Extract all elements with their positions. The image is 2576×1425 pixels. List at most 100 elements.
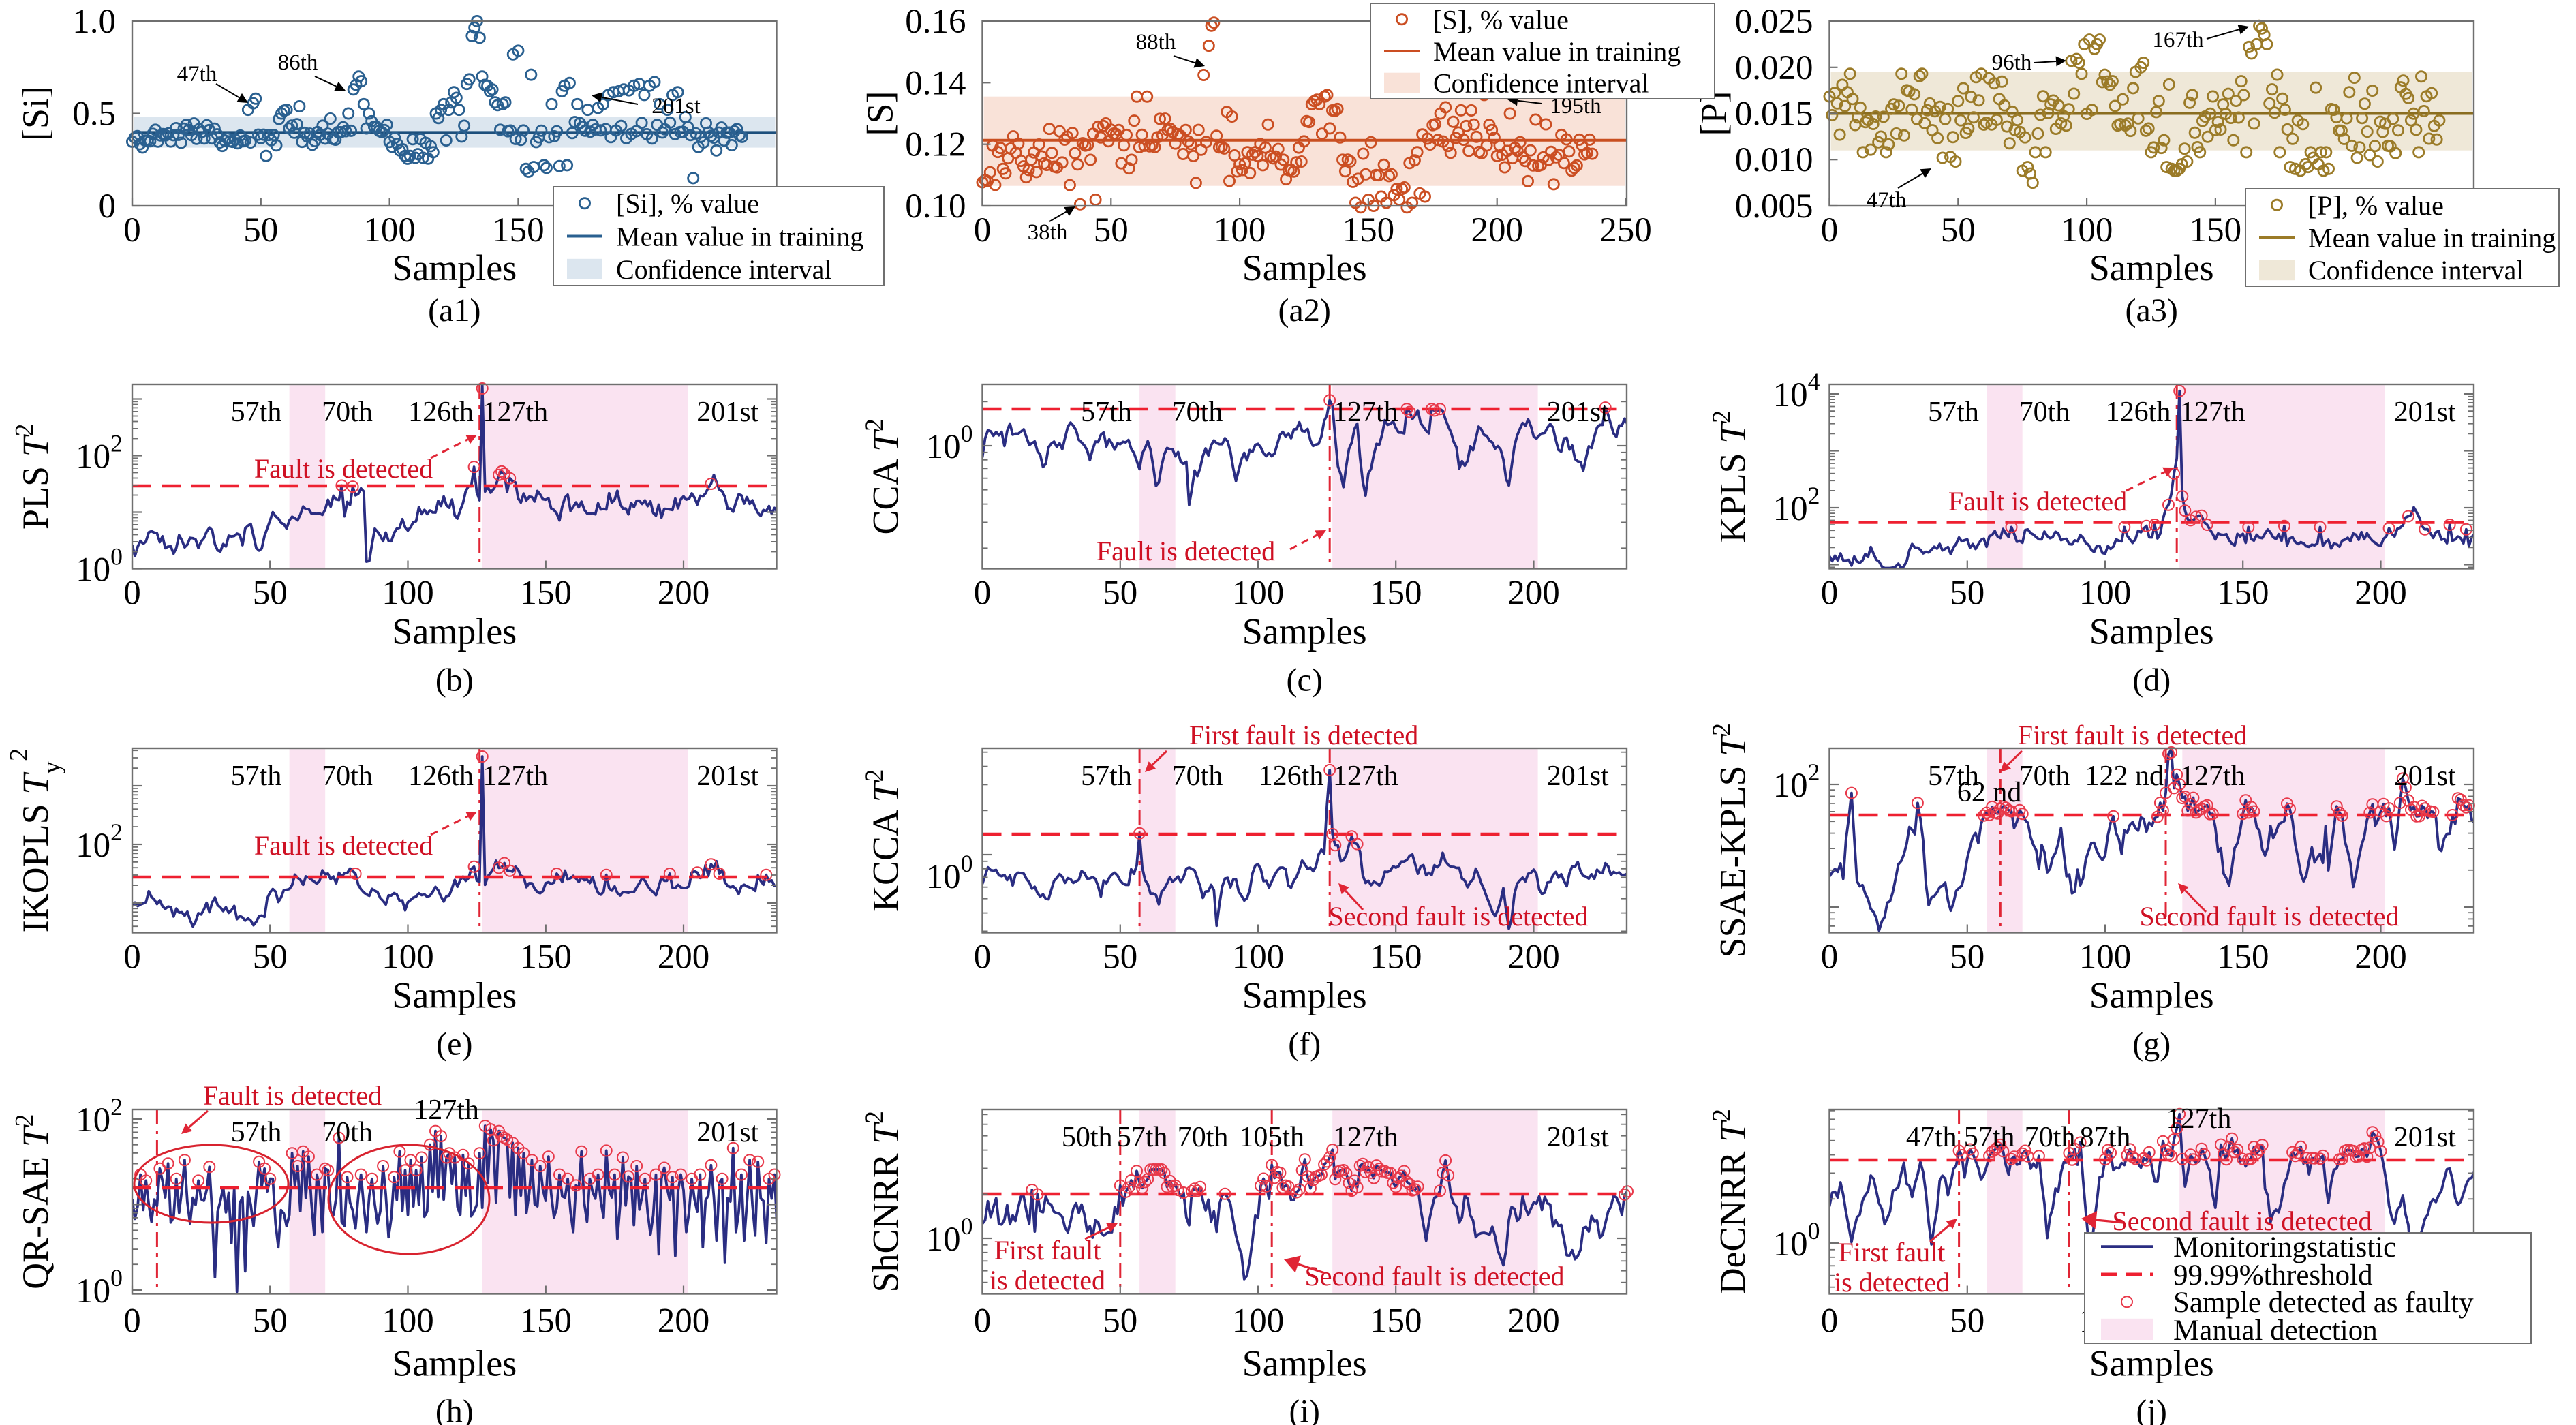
svg-text:57th: 57th — [231, 397, 282, 428]
svg-text:(h): (h) — [435, 1394, 474, 1425]
svg-text:70th: 70th — [2019, 397, 2070, 428]
svg-text:Mean value in training: Mean value in training — [2308, 223, 2556, 254]
svg-text:126th: 126th — [2106, 397, 2171, 428]
svg-text:99.99%threshold: 99.99%threshold — [2173, 1259, 2373, 1291]
svg-text:150: 150 — [2190, 211, 2242, 249]
svg-text:50: 50 — [1950, 1302, 1984, 1340]
svg-text:127th: 127th — [2166, 1103, 2232, 1135]
svg-text:0.14: 0.14 — [905, 64, 966, 102]
svg-text:127th: 127th — [482, 397, 548, 428]
svg-text:Samples: Samples — [392, 611, 517, 652]
svg-text:Fault is detected: Fault is detected — [254, 453, 433, 484]
svg-text:50: 50 — [1941, 211, 1976, 249]
svg-text:47th: 47th — [177, 62, 217, 87]
svg-text:First fault: First fault — [1839, 1237, 1946, 1268]
svg-text:127th: 127th — [1333, 397, 1398, 428]
svg-text:0: 0 — [99, 187, 117, 226]
svg-text:127th: 127th — [1333, 1122, 1398, 1153]
svg-text:126th: 126th — [408, 761, 474, 792]
svg-text:150: 150 — [492, 211, 545, 249]
svg-text:Samples: Samples — [1242, 611, 1367, 652]
svg-text:50: 50 — [1950, 938, 1984, 977]
svg-text:0: 0 — [123, 1302, 141, 1340]
svg-text:(e): (e) — [436, 1026, 472, 1062]
svg-text:200: 200 — [1507, 1302, 1560, 1340]
svg-text:DeCNRR T2: DeCNRR T2 — [1708, 1109, 1753, 1294]
svg-text:0.010: 0.010 — [1735, 141, 1813, 179]
svg-text:100: 100 — [1232, 1302, 1285, 1340]
svg-text:70th: 70th — [2019, 761, 2070, 792]
svg-text:PLS T2: PLS T2 — [10, 423, 56, 530]
svg-text:KPLS T2: KPLS T2 — [1708, 410, 1753, 543]
svg-text:Samples: Samples — [2089, 247, 2214, 288]
svg-text:0.16: 0.16 — [905, 3, 966, 41]
svg-text:Confidence interval: Confidence interval — [2308, 255, 2524, 286]
svg-text:[S], % value: [S], % value — [1433, 4, 1569, 35]
svg-text:[S]: [S] — [860, 91, 901, 136]
svg-text:102: 102 — [76, 818, 123, 865]
svg-text:70th: 70th — [1178, 1122, 1229, 1153]
svg-text:0: 0 — [974, 1302, 992, 1340]
svg-text:70th: 70th — [2025, 1122, 2076, 1153]
svg-text:127th: 127th — [2180, 761, 2245, 792]
svg-text:Fault is detected: Fault is detected — [1948, 486, 2127, 517]
svg-text:50: 50 — [1094, 211, 1129, 249]
svg-text:88th: 88th — [1136, 30, 1176, 55]
svg-text:50: 50 — [243, 211, 278, 249]
svg-text:70th: 70th — [1172, 397, 1223, 428]
svg-text:Monitoringstatistic: Monitoringstatistic — [2173, 1231, 2396, 1263]
svg-text:150: 150 — [2217, 574, 2269, 613]
svg-text:201st: 201st — [2394, 397, 2456, 428]
svg-text:70th: 70th — [322, 397, 373, 428]
svg-text:1.0: 1.0 — [72, 3, 116, 41]
svg-text:0: 0 — [123, 211, 141, 249]
svg-text:127th: 127th — [482, 761, 548, 792]
svg-text:ShCNRR T2: ShCNRR T2 — [861, 1111, 906, 1293]
svg-text:201st: 201st — [2394, 761, 2456, 792]
svg-text:122 nd: 122 nd — [2085, 761, 2164, 792]
svg-text:(d): (d) — [2132, 662, 2171, 699]
svg-text:Samples: Samples — [2089, 611, 2214, 652]
svg-text:150: 150 — [520, 1302, 572, 1340]
svg-text:100: 100 — [1214, 211, 1266, 249]
svg-text:47th: 47th — [1867, 188, 1907, 213]
svg-text:0.015: 0.015 — [1735, 95, 1813, 134]
svg-text:(c): (c) — [1287, 662, 1323, 699]
svg-text:0: 0 — [123, 574, 141, 613]
svg-text:(i): (i) — [1289, 1394, 1320, 1425]
svg-text:62 nd: 62 nd — [1957, 777, 2022, 808]
svg-text:50: 50 — [253, 574, 288, 613]
svg-text:[P], % value: [P], % value — [2308, 190, 2444, 221]
svg-text:Samples: Samples — [2089, 1343, 2214, 1384]
svg-text:50: 50 — [253, 1302, 288, 1340]
svg-text:(b): (b) — [435, 662, 474, 699]
svg-text:70th: 70th — [322, 1117, 373, 1148]
svg-text:Confidence interval: Confidence interval — [1433, 68, 1649, 99]
svg-text:100: 100 — [2079, 938, 2132, 977]
svg-text:200: 200 — [1507, 574, 1560, 613]
svg-text:CCA T2: CCA T2 — [861, 418, 906, 535]
svg-text:57th: 57th — [1117, 1122, 1168, 1153]
svg-text:200: 200 — [1507, 938, 1560, 977]
svg-text:Mean value in training: Mean value in training — [616, 221, 863, 252]
svg-text:0: 0 — [1821, 938, 1839, 977]
svg-text:(j): (j) — [2136, 1394, 2167, 1425]
svg-text:0.12: 0.12 — [905, 126, 966, 164]
svg-text:50: 50 — [1103, 938, 1137, 977]
svg-text:200: 200 — [2355, 574, 2407, 613]
svg-text:100: 100 — [1232, 574, 1285, 613]
svg-text:Second fault is detected: Second fault is detected — [2113, 1206, 2372, 1236]
svg-text:0.10: 0.10 — [905, 187, 966, 226]
svg-text:201st: 201st — [1547, 761, 1609, 792]
svg-text:0.005: 0.005 — [1735, 187, 1813, 226]
svg-text:Manual detection: Manual detection — [2173, 1315, 2378, 1347]
svg-text:0: 0 — [974, 938, 992, 977]
svg-text:(f): (f) — [1288, 1026, 1321, 1062]
svg-text:Mean value in training: Mean value in training — [1433, 36, 1681, 67]
svg-text:86th: 86th — [278, 50, 318, 75]
svg-text:150: 150 — [1370, 938, 1422, 977]
svg-text:250: 250 — [1599, 211, 1652, 249]
svg-text:(a3): (a3) — [2126, 292, 2178, 328]
svg-text:100: 100 — [382, 1302, 434, 1340]
svg-text:100: 100 — [2061, 211, 2113, 249]
